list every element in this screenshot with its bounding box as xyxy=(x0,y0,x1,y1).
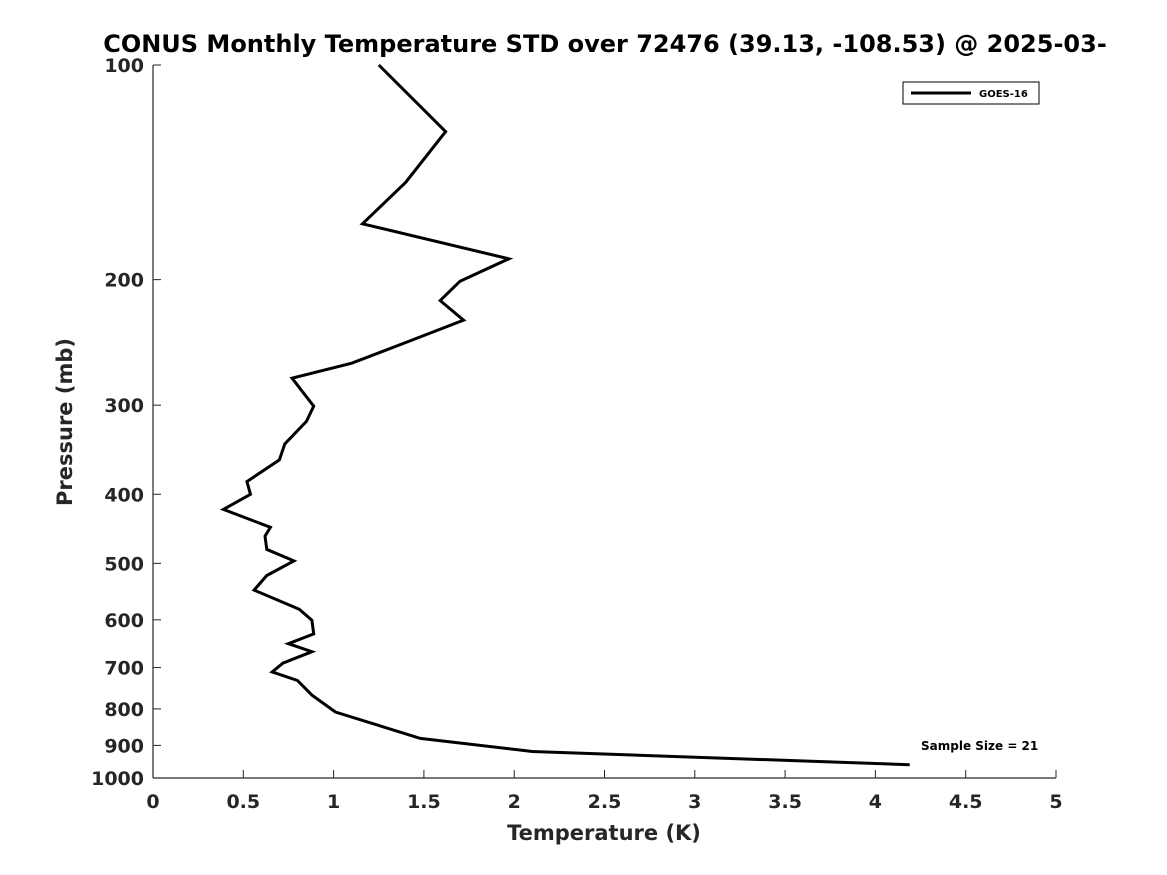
y-tick-label: 1000 xyxy=(91,768,144,790)
x-tick-label: 4 xyxy=(869,791,882,813)
x-tick-label: 0 xyxy=(146,791,159,813)
y-tick-label: 500 xyxy=(104,553,144,575)
series-layer xyxy=(219,63,910,767)
y-tick-label: 600 xyxy=(104,610,144,632)
x-tick-label: 0.5 xyxy=(226,791,260,813)
y-axis-ticks: 100 200 300 400 500 600 700 800 900 1000 xyxy=(91,55,161,790)
series-line-goes-16 xyxy=(219,63,910,767)
x-tick-label: 3 xyxy=(688,791,701,813)
x-axis-ticks: 0 0.5 1 1.5 2 2.5 3 3.5 4 4.5 5 xyxy=(146,770,1063,813)
chart-title: CONUS Monthly Temperature STD over 72476… xyxy=(103,30,1107,58)
x-tick-label: 2.5 xyxy=(588,791,622,813)
y-tick-label: 100 xyxy=(104,55,144,77)
x-tick-label: 1 xyxy=(327,791,340,813)
y-tick-label: 300 xyxy=(104,395,144,417)
legend-label: GOES-16 xyxy=(979,89,1028,100)
y-tick-label: 700 xyxy=(104,658,144,680)
legend: GOES-16 xyxy=(902,81,1040,105)
x-axis-label: Temperature (K) xyxy=(507,821,701,845)
y-axis-label: Pressure (mb) xyxy=(53,338,77,506)
y-tick-label: 900 xyxy=(104,735,144,757)
sample-size-annotation: Sample Size = 21 xyxy=(921,739,1038,753)
plot-area xyxy=(153,65,1056,778)
y-tick-label: 200 xyxy=(104,270,144,292)
y-tick-label: 800 xyxy=(104,699,144,721)
x-tick-label: 5 xyxy=(1049,791,1062,813)
x-tick-label: 1.5 xyxy=(407,791,441,813)
x-tick-label: 3.5 xyxy=(768,791,802,813)
x-tick-label: 2 xyxy=(508,791,521,813)
x-tick-label: 4.5 xyxy=(949,791,983,813)
y-tick-label: 400 xyxy=(104,484,144,506)
